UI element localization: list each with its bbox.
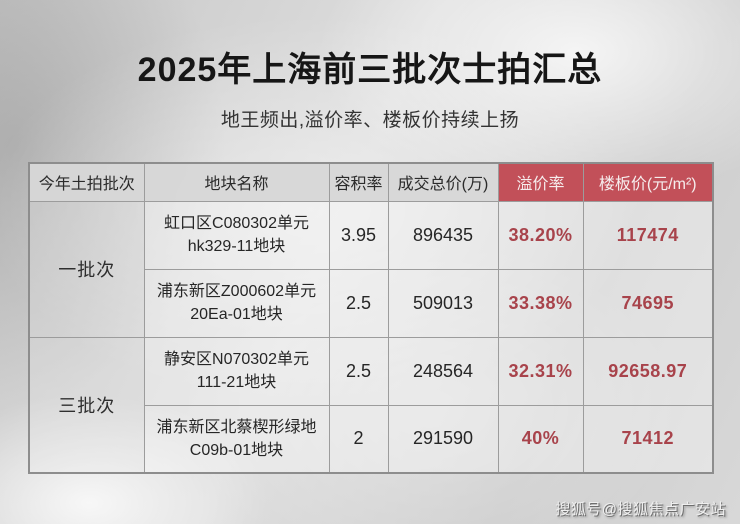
table-row: 浦东新区Z000602单元 20Ea-01地块 2.5 509013 33.38… (29, 268, 714, 338)
table-row: 三批次 静安区N070302单元 111-21地块 2.5 248564 32.… (28, 336, 714, 474)
page-subtitle: 地王频出,溢价率、楼板价持续上扬 (220, 110, 520, 131)
page-title: 2025年上海前三批次士拍汇总 (137, 51, 603, 89)
total-price-cell: 291590 (387, 404, 499, 474)
premium-rate-cell: 40% (497, 404, 584, 474)
table-header-row: 今年土拍批次 地块名称 容积率 成交总价(万) 溢价率 楼板价(元/m²) (28, 162, 714, 202)
premium-rate-cell: 32.31% (497, 336, 584, 406)
plot-name-line2: 20Ea-01地块 (190, 306, 283, 323)
col-header-floor-price: 楼板价(元/m²) (582, 162, 714, 202)
plot-name-line2: C09b-01地块 (189, 441, 284, 459)
col-header-premium-rate: 溢价率 (497, 162, 584, 202)
plot-name-line1: 浦东新区Z000602单元 (156, 282, 317, 300)
total-price-cell: 248564 (387, 336, 499, 406)
plot-name-cell: 静安区N070302单元 111-21地块 (143, 336, 330, 406)
col-header-plot-ratio: 容积率 (328, 162, 389, 202)
plot-name-line2: hk329-11地块 (187, 238, 286, 255)
plot-ratio-cell: 2.5 (328, 268, 389, 338)
plot-name-cell: 浦东新区Z000602单元 20Ea-01地块 (143, 268, 330, 338)
floor-price-cell: 117474 (582, 200, 714, 270)
plot-name-line1: 虹口区C080302单元 (164, 214, 309, 232)
plot-name-line1: 浦东新区北蔡楔形绿地 (156, 418, 317, 436)
land-auction-table: 今年土拍批次 地块名称 容积率 成交总价(万) 溢价率 楼板价(元/m²) 一批… (28, 162, 714, 474)
table-row: 浦东新区北蔡楔形绿地 C09b-01地块 2 291590 40% 71412 (29, 404, 714, 474)
plot-name-cell: 浦东新区北蔡楔形绿地 C09b-01地块 (143, 404, 330, 474)
batch-cell-third: 三批次 (28, 336, 145, 474)
table-row: 一批次 虹口区C080302单元 hk329-11地块 3.95 896435 … (28, 200, 714, 338)
plot-name-cell: 虹口区C080302单元 hk329-11地块 (143, 200, 330, 270)
premium-rate-cell: 38.20% (497, 200, 584, 270)
plot-ratio-cell: 2.5 (328, 336, 389, 406)
floor-price-cell: 92658.97 (582, 336, 714, 406)
plot-name-line1: 静安区N070302单元 (164, 350, 309, 368)
plot-ratio-cell: 3.95 (328, 200, 389, 270)
total-price-cell: 896435 (387, 200, 499, 270)
col-header-batch: 今年土拍批次 (28, 162, 145, 202)
col-header-total-price: 成交总价(万) (387, 162, 499, 202)
floor-price-cell: 74695 (582, 268, 714, 338)
floor-price-cell: 71412 (582, 404, 714, 474)
premium-rate-cell: 33.38% (497, 268, 584, 338)
plot-name-line2: 111-21地块 (196, 374, 277, 391)
plot-ratio-cell: 2 (328, 404, 389, 474)
watermark-souhu-badge: 搜狐号@搜狐焦点广安站 (555, 501, 726, 518)
poster-header: 2025年上海前三批次士拍汇总 地王频出,溢价率、楼板价持续上扬 (0, 42, 740, 132)
batch-cell-first: 一批次 (28, 200, 145, 338)
col-header-plot-name: 地块名称 (143, 162, 330, 202)
total-price-cell: 509013 (387, 268, 499, 338)
